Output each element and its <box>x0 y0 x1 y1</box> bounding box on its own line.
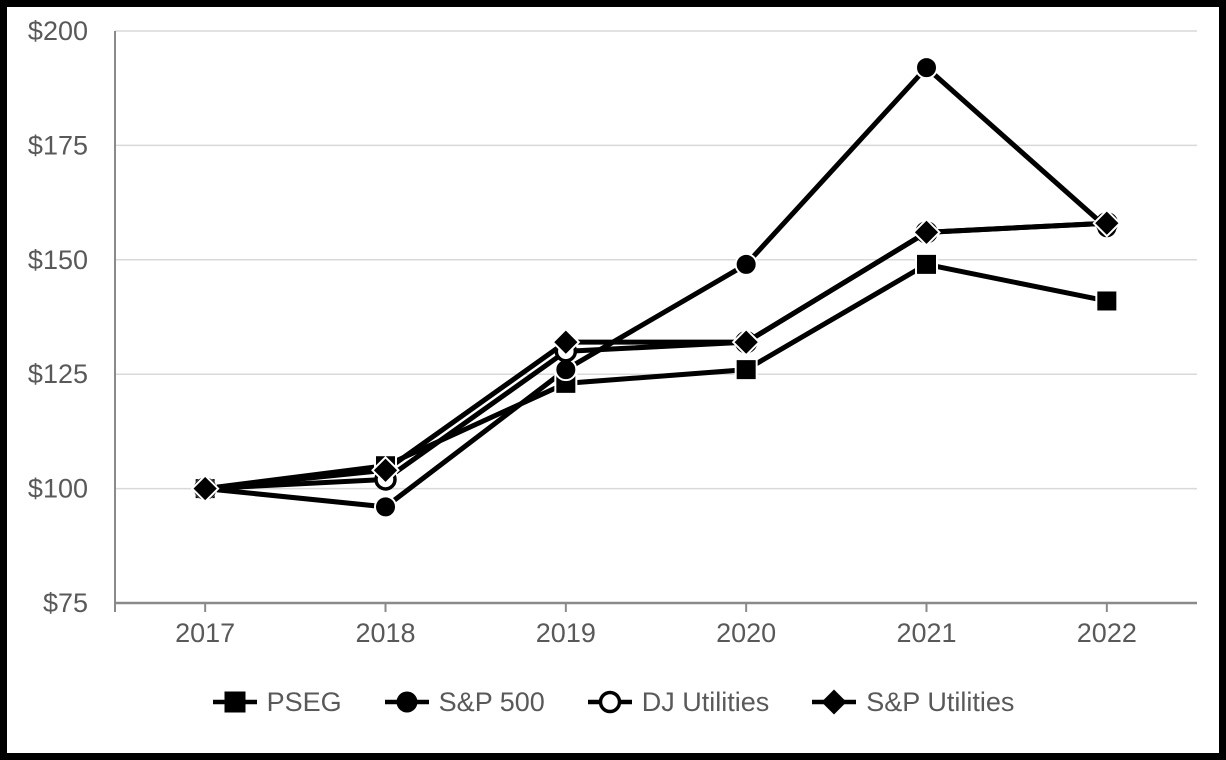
data-point-sp-utilities-2017 <box>190 474 220 504</box>
series-line-pseg <box>204 261 1108 492</box>
x-axis-tick-label: 2018 <box>355 618 415 648</box>
y-axis-tick-label: $200 <box>28 16 88 46</box>
y-axis-tick-label: $75 <box>43 588 88 618</box>
legend-label-sp500: S&P 500 <box>438 686 545 717</box>
x-axis-tick-label: 2017 <box>175 618 235 648</box>
data-point-sp500-2018 <box>374 495 397 519</box>
legend-label-sp-utilities: S&P Utilities <box>866 686 1015 717</box>
y-axis-tick-label: $125 <box>28 359 88 389</box>
legend-label-pseg: PSEG <box>266 686 342 717</box>
y-axis-tick-label: $175 <box>28 130 88 160</box>
sp500-filled-circle-marker-icon <box>384 691 429 713</box>
legend-item-dj-utilities: DJ Utilities <box>587 686 770 717</box>
series-line-sp-utilities <box>204 220 1107 492</box>
data-point-sp500-2020 <box>734 252 758 276</box>
x-axis-tick-label: 2022 <box>1077 618 1137 648</box>
x-axis-tick-label: 2020 <box>716 618 776 648</box>
data-point-sp-utilities-2020 <box>731 327 761 357</box>
x-axis-tick-label: 2021 <box>896 618 956 648</box>
data-point-pseg-2021 <box>915 252 938 276</box>
legend-item-sp-utilities: S&P Utilities <box>811 688 1014 716</box>
y-axis-tick-label: $150 <box>28 245 88 275</box>
legend-item-sp500: S&P 500 <box>384 688 545 716</box>
x-axis-tick-label: 2019 <box>536 618 596 648</box>
data-point-pseg-2022 <box>1095 289 1119 313</box>
data-point-pseg-2020 <box>734 358 758 382</box>
y-axis-tick-label: $100 <box>28 474 88 504</box>
legend-item-pseg: PSEG <box>212 688 342 716</box>
data-point-sp-utilities-2021 <box>912 217 941 247</box>
data-point-sp-utilities-2018 <box>371 455 400 485</box>
data-point-sp-utilities-2019 <box>551 327 581 357</box>
pseg-filled-square-marker-icon <box>212 691 257 713</box>
series-line-dj-utilities <box>205 220 1107 492</box>
data-point-sp500-2021 <box>915 56 938 80</box>
dj-utilities-open-circle-marker-icon <box>587 690 632 714</box>
sp-utilities-filled-diamond-marker-icon <box>812 689 857 715</box>
chart-legend: PSEG S&P 500 DJ Utilities S&P Utilities <box>0 678 1226 726</box>
series-line-sp500 <box>204 64 1109 510</box>
legend-label-dj-utilities: DJ Utilities <box>641 686 770 717</box>
data-point-sp-utilities-2022 <box>1092 208 1122 238</box>
